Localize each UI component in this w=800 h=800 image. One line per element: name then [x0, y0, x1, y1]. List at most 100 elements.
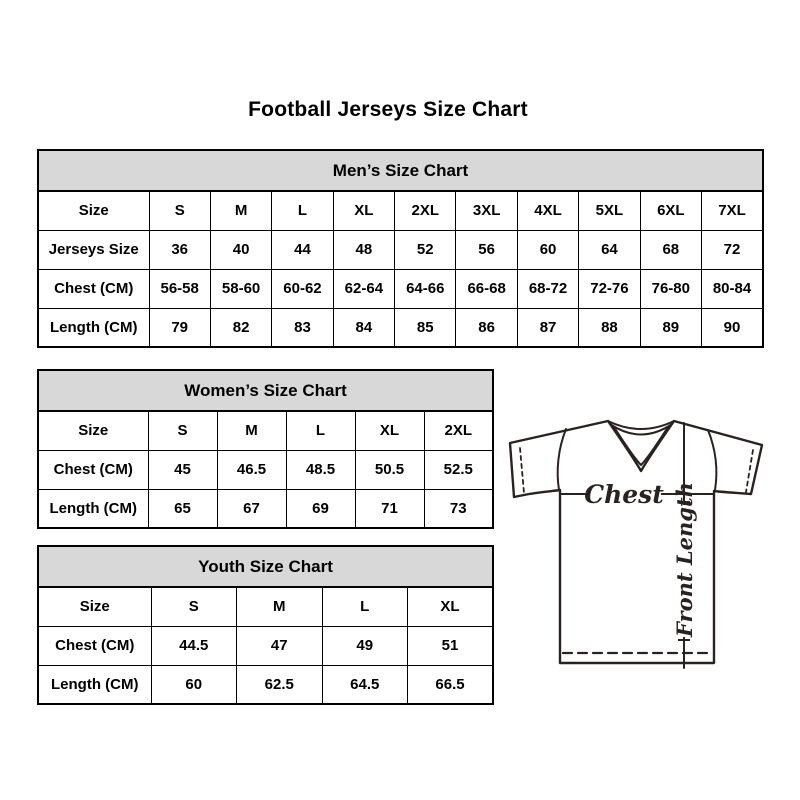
value-cell: 67 — [216, 488, 287, 529]
value-cell: 2XL — [423, 410, 494, 451]
value-cell: 72-76 — [578, 268, 641, 309]
value-cell: M — [216, 410, 287, 451]
value-cell: XL — [407, 586, 494, 627]
table-row: Length (CM) 79 82 83 84 85 86 87 88 89 90 — [37, 307, 764, 348]
row-label-cell: Size — [37, 586, 152, 627]
value-cell: 62.5 — [236, 664, 323, 705]
mens-size-table: Men’s Size Chart Size S M L XL 2XL 3XL 4XL 5XL 6X… — [37, 149, 764, 348]
value-cell: 64 — [578, 229, 641, 270]
front-length-tick-marks — [678, 501, 690, 641]
chest-label: Chest — [584, 480, 664, 509]
value-cell: 69 — [285, 488, 356, 529]
row-label-cell: Size — [37, 190, 150, 231]
value-cell: 4XL — [516, 190, 580, 231]
value-cell: 49 — [321, 625, 408, 666]
value-cell: 52.5 — [423, 449, 494, 490]
table-row: Chest (CM) 44.5 47 49 51 — [37, 625, 494, 666]
row-label-cell: Jerseys Size — [37, 229, 150, 270]
value-cell: L — [321, 586, 408, 627]
value-cell: 84 — [332, 307, 396, 348]
row-label-cell: Length (CM) — [37, 664, 152, 705]
value-cell: 68-72 — [516, 268, 580, 309]
value-cell: 82 — [209, 307, 273, 348]
value-cell: 44 — [271, 229, 334, 270]
value-cell: 40 — [209, 229, 273, 270]
table-title-row: Women’s Size Chart — [37, 369, 494, 412]
table-row: Length (CM) 65 67 69 71 73 — [37, 488, 494, 529]
left-cuff-dashed-line — [519, 447, 525, 494]
value-cell: 65 — [147, 488, 218, 529]
value-cell: 5XL — [578, 190, 641, 231]
value-cell: 7XL — [701, 190, 764, 231]
value-cell: 66-68 — [455, 268, 518, 309]
value-cell: 66.5 — [407, 664, 494, 705]
table-title-row: Youth Size Chart — [37, 545, 494, 588]
table-row: Size S M L XL — [37, 586, 494, 627]
table-title-row: Men’s Size Chart — [37, 149, 764, 192]
value-cell: S — [148, 190, 211, 231]
row-label-cell: Chest (CM) — [37, 449, 149, 490]
value-cell: 2XL — [394, 190, 457, 231]
jersey-diagram-svg: Chest Front Length — [508, 419, 764, 669]
row-label-cell: Chest (CM) — [37, 625, 152, 666]
value-cell: 52 — [394, 229, 457, 270]
collar-arc-inner — [609, 423, 673, 436]
value-cell: 83 — [271, 307, 334, 348]
table-row: Size S M L XL 2XL — [37, 410, 494, 451]
table-row: Length (CM) 60 62.5 64.5 66.5 — [37, 664, 494, 705]
right-armhole-seam — [707, 429, 718, 491]
value-cell: 45 — [147, 449, 218, 490]
value-cell: 68 — [639, 229, 703, 270]
value-cell: 58-60 — [209, 268, 273, 309]
value-cell: 48.5 — [285, 449, 356, 490]
jersey-measurement-diagram: Chest Front Length — [503, 413, 765, 681]
value-cell: 62-64 — [332, 268, 396, 309]
value-cell: 56 — [455, 229, 518, 270]
value-cell: L — [285, 410, 356, 451]
value-cell: 47 — [236, 625, 323, 666]
value-cell: S — [150, 586, 237, 627]
row-label-cell: Length (CM) — [37, 488, 149, 529]
value-cell: 64-66 — [394, 268, 457, 309]
value-cell: 73 — [423, 488, 494, 529]
value-cell: 76-80 — [639, 268, 703, 309]
mens-size-table-grid: Men’s Size Chart Size S M L XL 2XL 3XL 4XL 5XL 6X… — [37, 149, 764, 348]
value-cell: 36 — [148, 229, 211, 270]
womens-size-table: Women’s Size Chart Size S M L XL 2XL Chest (CM… — [37, 369, 494, 529]
womens-table-title: Women’s Size Chart — [37, 369, 494, 412]
value-cell: 3XL — [455, 190, 518, 231]
row-label-cell: Chest (CM) — [37, 268, 150, 309]
youth-size-table-grid: Youth Size Chart Size S M L XL Chest (CM) 44.5… — [37, 545, 494, 705]
value-cell: 50.5 — [354, 449, 425, 490]
value-cell: 6XL — [639, 190, 703, 231]
value-cell: 44.5 — [150, 625, 237, 666]
value-cell: 60 — [150, 664, 237, 705]
front-length-label: Front Length — [672, 482, 697, 638]
left-armhole-seam — [556, 428, 567, 491]
right-cuff-dashed-line — [745, 449, 754, 493]
value-cell: 60-62 — [271, 268, 334, 309]
collar-v-band — [613, 426, 669, 466]
value-cell: 89 — [639, 307, 703, 348]
table-row: Jerseys Size 36 40 44 48 52 56 60 64 68 72 — [37, 229, 764, 270]
row-label-cell: Size — [37, 410, 149, 451]
value-cell: S — [147, 410, 218, 451]
value-cell: 85 — [394, 307, 457, 348]
value-cell: 46.5 — [216, 449, 287, 490]
value-cell: 64.5 — [321, 664, 408, 705]
value-cell: M — [209, 190, 273, 231]
value-cell: 48 — [332, 229, 396, 270]
jersey-outline — [508, 419, 764, 665]
value-cell: XL — [332, 190, 396, 231]
page-title: Football Jerseys Size Chart — [248, 98, 528, 121]
row-label-cell: Length (CM) — [37, 307, 150, 348]
value-cell: 90 — [701, 307, 764, 348]
womens-size-table-grid: Women’s Size Chart Size S M L XL 2XL Chest (CM… — [37, 369, 494, 529]
value-cell: 87 — [516, 307, 580, 348]
value-cell: XL — [354, 410, 425, 451]
value-cell: 56-58 — [148, 268, 211, 309]
value-cell: 72 — [701, 229, 764, 270]
value-cell: 86 — [455, 307, 518, 348]
mens-table-title: Men’s Size Chart — [37, 149, 764, 192]
youth-size-table: Youth Size Chart Size S M L XL Chest (CM) 44.5… — [37, 545, 494, 705]
